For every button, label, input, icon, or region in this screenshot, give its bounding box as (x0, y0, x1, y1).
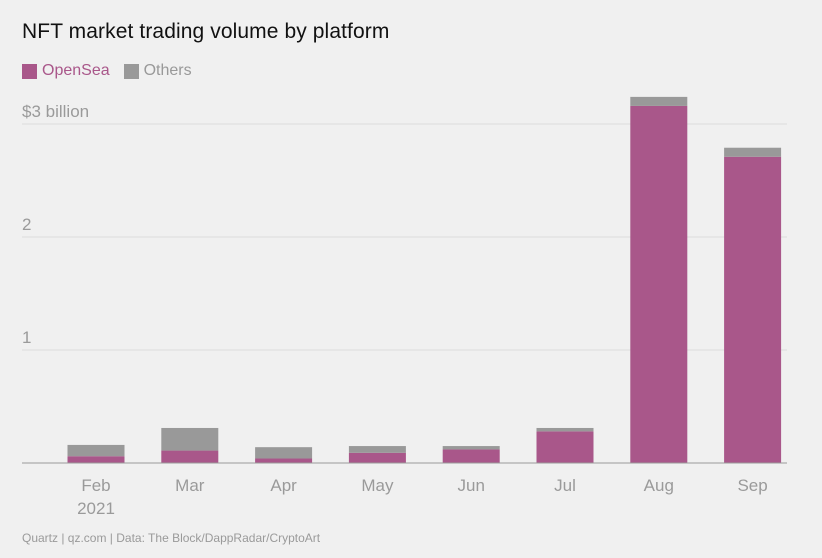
x-tick-label: May (361, 476, 394, 495)
bar-opensea (67, 456, 125, 463)
chart-title: NFT market trading volume by platform (22, 20, 390, 43)
bar-others (442, 446, 500, 450)
bar-opensea (161, 450, 219, 463)
legend-label-opensea: OpenSea (42, 62, 110, 79)
legend: OpenSea Others (22, 62, 206, 80)
legend-label-others: Others (143, 62, 192, 79)
x-tick-label: Jun (457, 476, 484, 495)
bar-others (536, 427, 594, 432)
x-tick-sublabel: 2021 (77, 499, 115, 518)
bar-others (630, 96, 688, 106)
bar-opensea (536, 431, 594, 463)
bar-opensea (348, 452, 406, 463)
bar-opensea (255, 458, 313, 463)
bar-opensea (724, 156, 782, 463)
legend-item-others: Others (123, 62, 192, 80)
x-tick-label: Jul (554, 476, 576, 495)
bar-opensea (442, 449, 500, 463)
y-tick-label: 1 (22, 328, 31, 347)
bar-others (348, 446, 406, 453)
source-note: Quartz | qz.com | Data: The Block/DappRa… (22, 531, 321, 545)
legend-item-opensea: OpenSea (22, 62, 110, 80)
bar-others (161, 427, 219, 451)
legend-swatch-opensea (22, 63, 37, 79)
bar-opensea (630, 105, 688, 464)
x-tick-label: Aug (644, 476, 674, 495)
y-tick-label: 2 (22, 215, 31, 234)
x-tick-label: Sep (737, 476, 767, 495)
bar-others (724, 147, 782, 157)
x-tick-label: Feb (81, 476, 110, 495)
bar-others (255, 447, 313, 459)
x-tick-label: Apr (270, 476, 297, 495)
x-tick-label: Mar (175, 476, 205, 495)
legend-swatch-others (123, 63, 139, 79)
bar-others (67, 444, 125, 457)
y-tick-label: $3 billion (22, 102, 89, 121)
